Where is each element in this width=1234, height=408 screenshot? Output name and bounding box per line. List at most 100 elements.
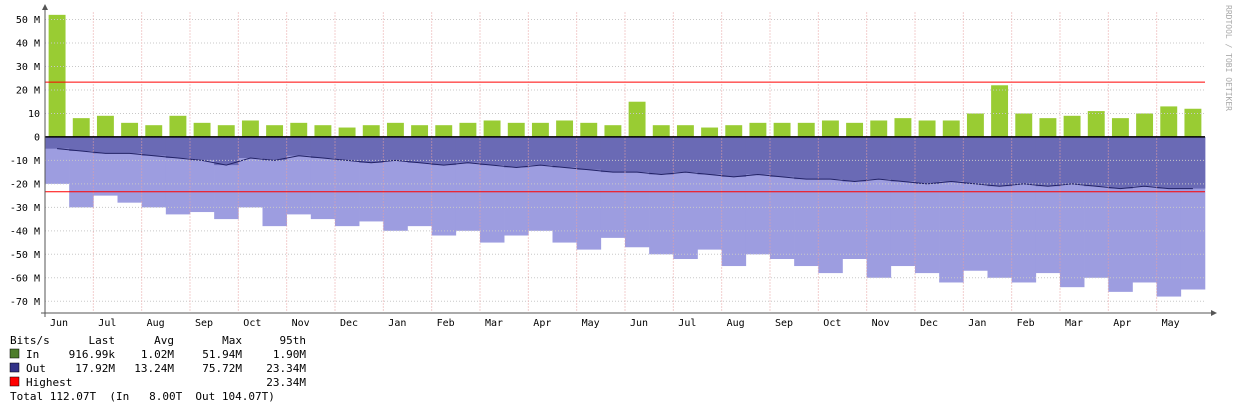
- in-area: [435, 125, 453, 137]
- out-area: [1180, 136, 1206, 189]
- x-tick-label: Jun: [630, 318, 648, 329]
- in-area: [411, 125, 429, 137]
- legend-header: Last: [89, 334, 116, 347]
- in-area: [676, 125, 694, 137]
- in-area: [48, 14, 66, 137]
- legend-stat: 23.34M: [266, 376, 306, 389]
- out-area: [310, 136, 336, 159]
- y-tick-label: 50 M: [16, 15, 40, 26]
- x-tick-label: Oct: [243, 318, 261, 329]
- out-area: [1108, 136, 1133, 189]
- in-area: [193, 122, 211, 137]
- y-tick-label: 40 M: [16, 39, 40, 50]
- in-area: [1136, 113, 1154, 137]
- y-tick-label: -10 M: [10, 156, 40, 167]
- legend-swatch: [9, 376, 20, 387]
- x-tick-label: Oct: [823, 318, 841, 329]
- grid-layer: [44, 12, 1205, 313]
- in-area: [628, 101, 646, 137]
- in-area: [870, 120, 888, 137]
- in-area: [846, 122, 864, 137]
- out-area: [866, 136, 892, 180]
- in-area: [580, 122, 598, 137]
- out-area: [818, 136, 843, 180]
- in-area: [241, 120, 259, 137]
- in-area: [773, 122, 791, 137]
- in-area: [169, 115, 187, 137]
- in-area: [821, 120, 839, 137]
- out-area: [649, 136, 674, 175]
- out-area: [190, 136, 215, 161]
- y-tick-label: 30 M: [16, 62, 40, 73]
- x-tick-label: Apr: [533, 318, 551, 329]
- out-area: [286, 136, 312, 156]
- out-area: [238, 136, 263, 159]
- watermark: RRDTOOL / TOBI OETIKER: [1224, 5, 1233, 111]
- in-area: [121, 122, 139, 137]
- out-area: [1084, 136, 1109, 187]
- out-area: [141, 136, 167, 156]
- in-area: [725, 125, 743, 137]
- y-tick-label: -50 M: [10, 250, 40, 261]
- out-area: [383, 136, 408, 161]
- in-area: [942, 120, 960, 137]
- legend-total: Total 112.07T (In 8.00T Out 104.07T): [10, 390, 275, 403]
- out-area: [335, 136, 360, 161]
- in-area: [290, 122, 308, 137]
- x-tick-label: Aug: [147, 318, 165, 329]
- legend-header: Bits/s: [10, 334, 50, 347]
- y-tick-label: -30 M: [10, 203, 40, 214]
- in-area: [459, 122, 477, 137]
- in-area: [1063, 115, 1081, 137]
- y-tick-label: -70 M: [10, 297, 40, 308]
- out-area: [721, 136, 747, 177]
- in-area: [556, 120, 574, 137]
- in-area: [1087, 111, 1105, 137]
- x-tick-label: Feb: [437, 318, 455, 329]
- x-tick-label: Mar: [1065, 318, 1083, 329]
- y-tick-label: 0: [34, 132, 40, 143]
- out-area: [1035, 136, 1061, 187]
- x-tick-label: Mar: [485, 318, 503, 329]
- out-area: [794, 136, 819, 180]
- out-area: [745, 136, 771, 175]
- x-tick-label: Nov: [292, 318, 310, 329]
- legend-header: Avg: [154, 334, 174, 347]
- in-area: [1111, 118, 1129, 137]
- out-area: [697, 136, 722, 175]
- in-area: [652, 125, 670, 137]
- in-area: [1160, 106, 1178, 137]
- legend-swatch: [9, 362, 20, 373]
- in-area: [362, 125, 380, 137]
- in-area: [894, 118, 912, 137]
- legend-stat: 916.99k: [69, 348, 116, 361]
- out-area: [890, 136, 916, 182]
- out-area: [673, 136, 698, 173]
- x-tick-label: Jul: [98, 318, 116, 329]
- legend-name: Out: [26, 362, 46, 375]
- out-area: [552, 136, 577, 168]
- legend-stat: 51.94M: [202, 348, 242, 361]
- x-tick-label: Aug: [727, 318, 745, 329]
- legend: Bits/s Last Avg Max 95th In 916.99k 1.02M 51.94M…: [9, 334, 306, 403]
- x-tick-label: Jan: [968, 318, 986, 329]
- legend-stat: 75.72M: [202, 362, 242, 375]
- in-area: [1184, 108, 1202, 137]
- out-area: [455, 136, 481, 163]
- y-tick-label: -60 M: [10, 273, 40, 284]
- x-tick-label: Dec: [920, 318, 938, 329]
- x-tick-label: Apr: [1113, 318, 1131, 329]
- in-area: [96, 115, 114, 137]
- in-area: [72, 118, 90, 137]
- in-area: [531, 122, 549, 137]
- out-area: [165, 136, 191, 159]
- in-area: [217, 125, 235, 137]
- in-area: [749, 122, 767, 137]
- out-area: [69, 136, 94, 152]
- x-tick-label: Feb: [1017, 318, 1035, 329]
- x-tick-label: Nov: [872, 318, 890, 329]
- y-axis-arrow: [42, 4, 48, 10]
- x-tick-label: Jun: [50, 318, 68, 329]
- legend-name: In: [26, 348, 39, 361]
